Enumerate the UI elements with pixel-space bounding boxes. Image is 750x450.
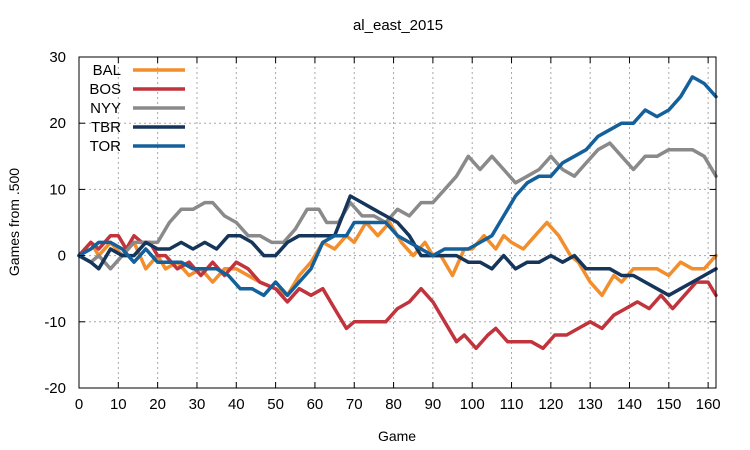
series-line-tor [77,75,718,298]
x-tick-label: 80 [385,396,402,413]
series-line-nyy [77,141,718,271]
x-tick-label: 150 [656,396,681,413]
x-tick-label: 110 [500,396,524,413]
x-tick-label: 100 [460,396,485,413]
x-tick-label: 120 [538,396,563,413]
x-tick-label: 70 [346,396,363,413]
y-axis: -20 -10 0 10 20 30 [44,49,716,397]
legend: BAL BOS NYY TBR TOR [89,62,185,155]
x-tick-label: 0 [75,396,83,413]
x-tick-label: 140 [617,396,642,413]
x-tick-label: 160 [696,396,721,413]
y-tick-label: -10 [44,314,66,331]
legend-label-tor: TOR [90,138,122,155]
x-axis-label: Game [378,428,416,444]
x-tick-label: 20 [149,396,166,413]
y-tick-label: 30 [49,49,66,66]
legend-label-tbr: TBR [91,119,121,136]
y-tick-label: -20 [44,380,66,397]
series-line-bal [77,220,718,298]
y-tick-label: 20 [49,115,66,132]
series-group [77,75,718,351]
chart-title: al_east_2015 [353,17,443,34]
plot-frame [78,56,717,389]
x-tick-label: 90 [425,396,442,413]
legend-label-bos: BOS [89,81,121,98]
x-tick-label: 60 [307,396,324,413]
x-tick-label: 10 [110,396,127,413]
y-tick-label: 10 [49,181,66,198]
legend-label-nyy: NYY [90,100,121,117]
x-tick-label: 130 [578,396,603,413]
y-axis-label: Games from .500 [6,168,22,276]
series-line-tbr [77,194,718,298]
x-axis: 0 10 20 30 40 50 60 70 80 90 100 110 120 130 140 150 160 [75,57,721,413]
legend-label-bal: BAL [93,62,121,79]
y-tick-label: 0 [58,248,66,265]
x-tick-label: 30 [189,396,206,413]
x-tick-label: 40 [228,396,245,413]
x-tick-label: 50 [267,396,284,413]
series-line-bos [77,233,718,351]
